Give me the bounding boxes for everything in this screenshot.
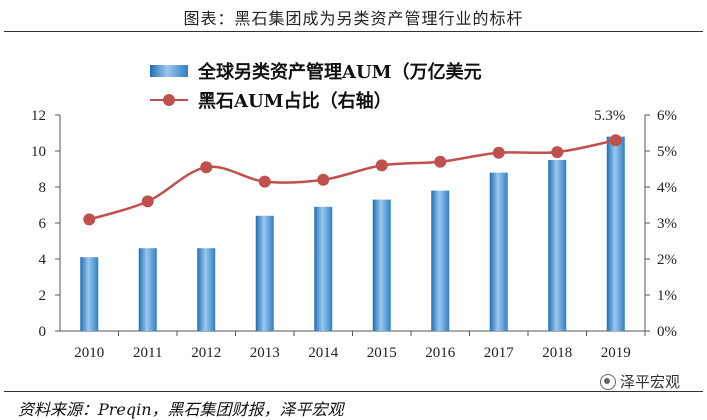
x-tick-label: 2015	[367, 345, 397, 361]
line-point	[317, 173, 330, 186]
right-tick-label: 3%	[657, 216, 677, 232]
left-tick-label: 2	[39, 288, 47, 304]
bar	[314, 206, 333, 331]
legend-bar-swatch	[150, 65, 188, 77]
left-tick-label: 0	[39, 324, 47, 340]
right-tick-label: 1%	[657, 288, 677, 304]
x-tick-label: 2012	[191, 345, 221, 361]
legend-item-share: 黑石AUM占比（右轴）	[150, 87, 392, 113]
right-tick-label: 2%	[657, 252, 677, 268]
axes	[55, 114, 650, 336]
left-tick-label: 12	[31, 108, 46, 124]
bottom-divider	[4, 391, 703, 392]
left-tick-label: 6	[39, 216, 47, 232]
line-point	[83, 213, 96, 226]
bar	[606, 136, 625, 331]
bar	[372, 199, 391, 331]
tick-labels: 0 2 4 6 8 10 12 0% 1% 2% 3% 4% 5% 6% 2010 2011 2012 2013 2…	[31, 108, 677, 361]
line-point	[200, 161, 213, 174]
top-divider	[4, 31, 703, 32]
watermark-text: 泽平宏观	[620, 373, 681, 391]
line-point	[492, 146, 505, 159]
watermark: 泽平宏观	[600, 371, 680, 392]
right-tick-label: 0%	[657, 324, 677, 340]
bar-series	[80, 136, 625, 331]
bar	[431, 190, 450, 331]
line-point	[141, 195, 154, 208]
x-tick-label: 2011	[133, 345, 162, 361]
x-tick-label: 2018	[542, 345, 572, 361]
bar	[489, 172, 508, 331]
bar	[138, 248, 157, 331]
x-tick-label: 2016	[425, 345, 456, 361]
left-tick-label: 10	[31, 144, 46, 160]
data-label: 5.3%	[594, 108, 625, 124]
legend-line-swatch	[150, 94, 188, 106]
source-note: 资料来源：Preqin，黑石集团财报，泽平宏观	[18, 400, 344, 419]
bar	[197, 248, 216, 331]
right-tick-label: 5%	[657, 144, 677, 160]
chart-title: 图表：黑石集团成为另类资产管理行业的标杆	[183, 9, 524, 28]
line-point	[375, 159, 388, 172]
x-tick-label: 2013	[250, 345, 280, 361]
line-point	[551, 146, 564, 159]
bar	[80, 257, 99, 331]
line-point	[609, 134, 622, 147]
wechat-icon	[600, 373, 616, 390]
left-tick-label: 4	[39, 252, 47, 268]
left-tick-label: 8	[39, 180, 47, 196]
share-line	[88, 138, 616, 221]
x-tick-label: 2019	[601, 345, 631, 361]
x-tick-label: 2010	[74, 345, 104, 361]
x-tick-label: 2014	[308, 345, 339, 361]
right-tick-label: 6%	[657, 108, 677, 124]
line-point	[434, 155, 447, 168]
right-tick-label: 4%	[657, 180, 677, 196]
legend-label-aum: 全球另类资产管理AUM（万亿美元	[198, 62, 482, 83]
x-tick-label: 2017	[484, 345, 515, 361]
bar	[255, 215, 274, 331]
legend-item-aum: 全球另类资产管理AUM（万亿美元	[150, 58, 482, 84]
legend-label-share: 黑石AUM占比（右轴）	[198, 91, 392, 112]
line-series	[83, 134, 622, 226]
bar	[548, 160, 567, 331]
line-point	[258, 175, 271, 188]
